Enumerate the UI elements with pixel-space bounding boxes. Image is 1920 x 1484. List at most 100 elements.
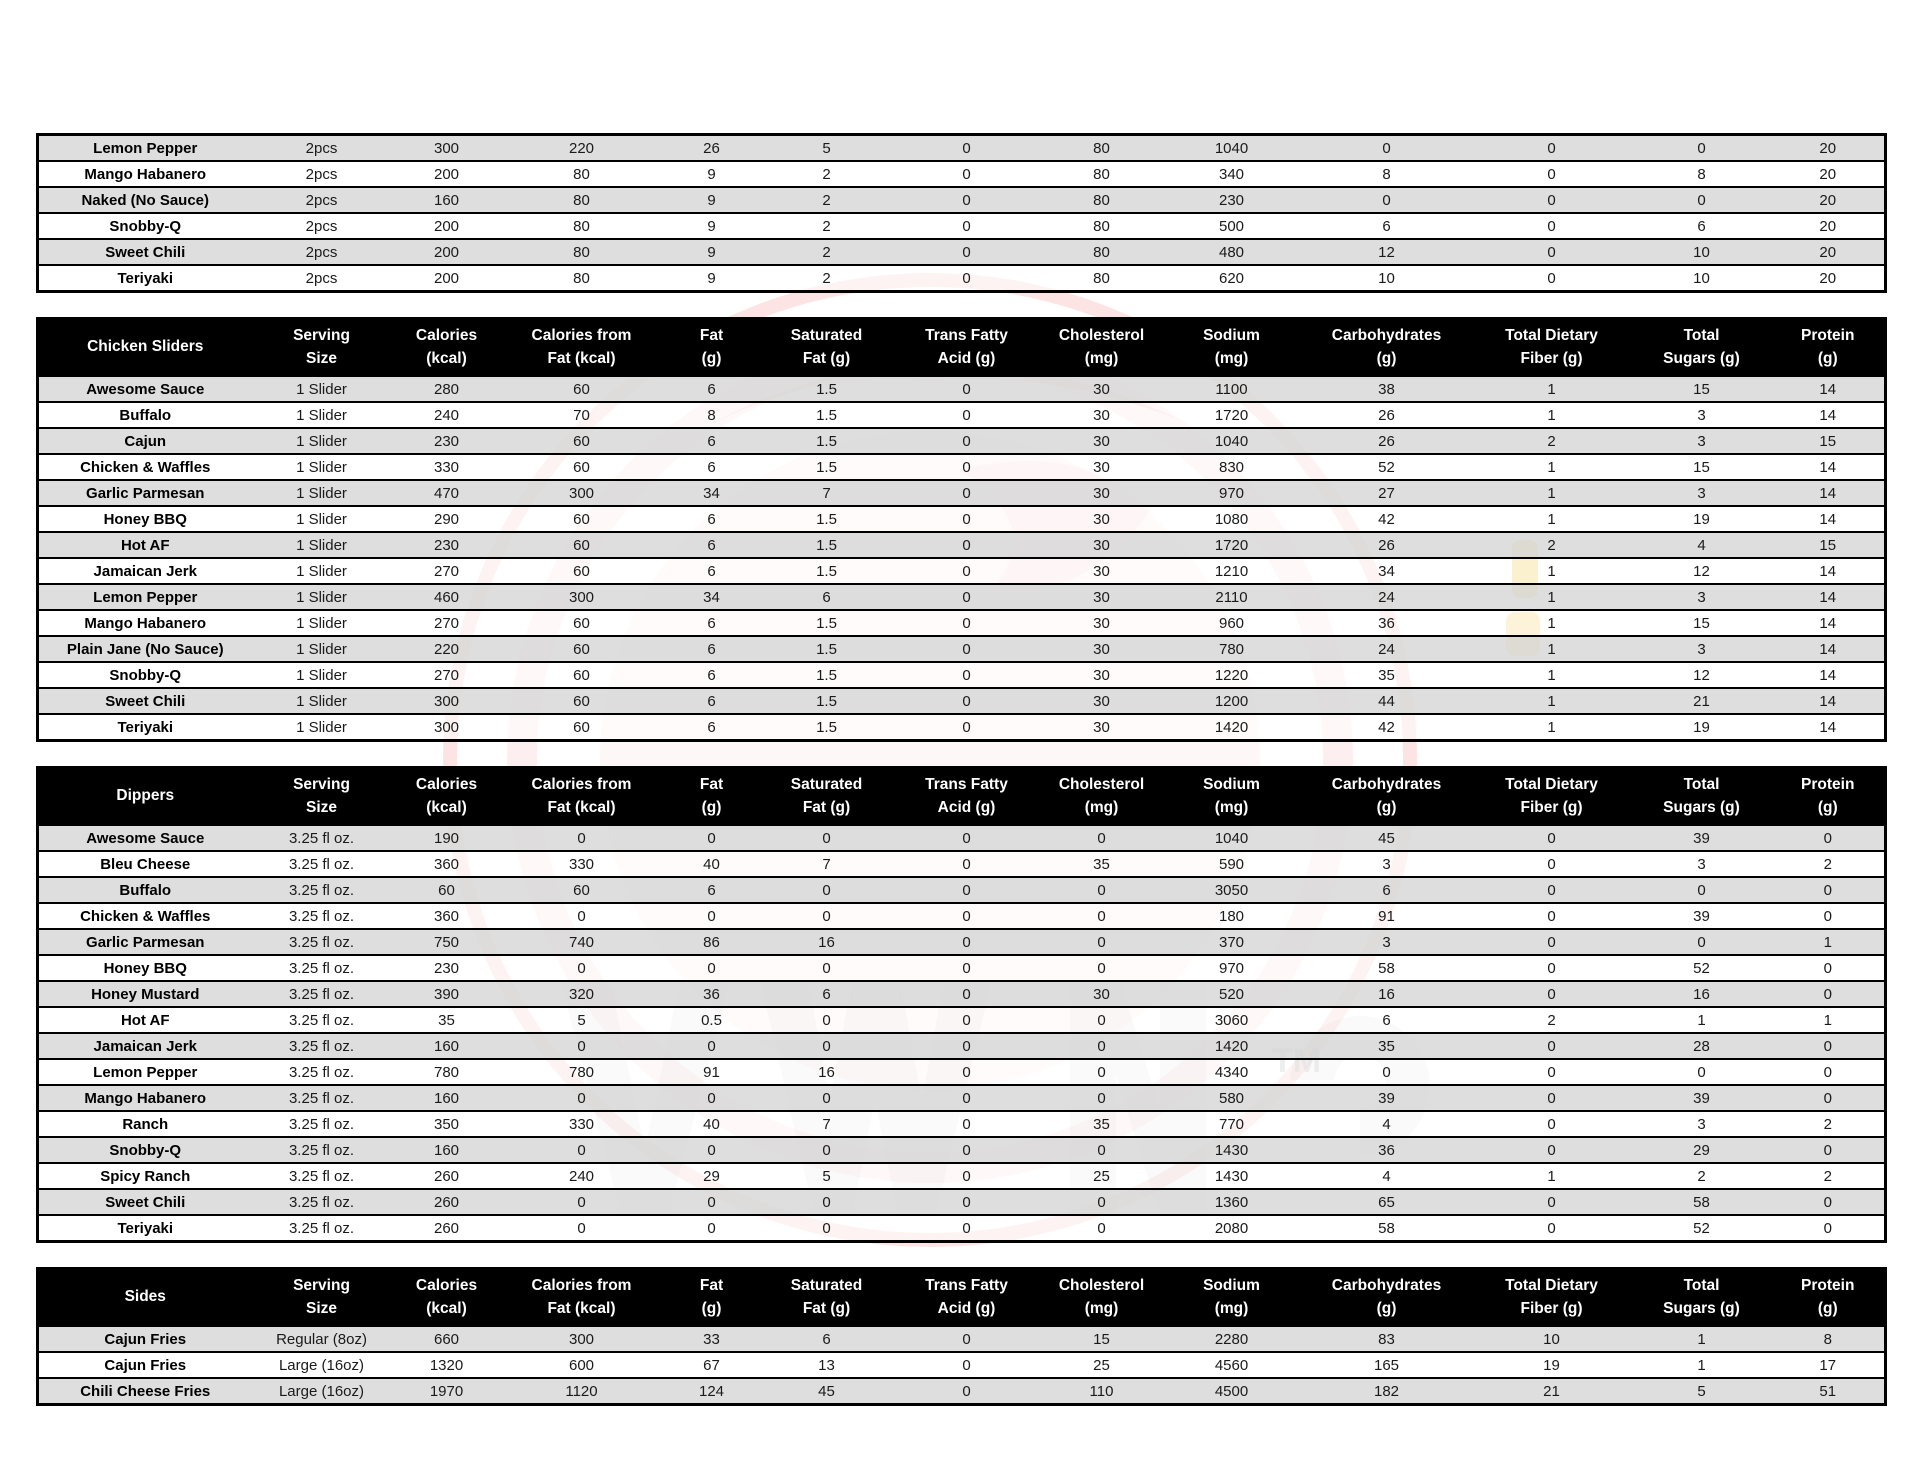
item-name: Honey Mustard: [37, 980, 252, 1008]
cell: 0: [761, 1032, 892, 1060]
cell: 60: [501, 427, 662, 455]
cell: 0: [891, 928, 1042, 956]
cell: 15: [1631, 453, 1772, 481]
cell: 0: [501, 1136, 662, 1164]
cell: 67: [661, 1351, 762, 1379]
cell: 270: [391, 557, 502, 585]
cell: 470: [391, 479, 502, 507]
cell: 1: [1471, 635, 1632, 663]
cell: 0: [891, 609, 1042, 637]
cell: 1040: [1161, 427, 1302, 455]
item-name: Chicken & Waffles: [37, 453, 252, 481]
cell: 6: [761, 980, 892, 1008]
cell: 0: [1471, 264, 1632, 293]
column-header: Sodium (mg): [1161, 1268, 1302, 1326]
header-row: Dippers Serving Size Calories (kcal) Calories…: [37, 767, 1886, 825]
cell: 0: [891, 238, 1042, 266]
cell: 300: [391, 133, 502, 162]
cell: 750: [391, 928, 502, 956]
cell: 7: [761, 479, 892, 507]
cell: 0: [891, 186, 1042, 214]
cell: 1: [1471, 1162, 1632, 1190]
cell: 0: [891, 661, 1042, 689]
cell: 0: [1471, 238, 1632, 266]
cell: 0: [891, 264, 1042, 293]
cell: 0: [661, 1032, 762, 1060]
item-name: Lemon Pepper: [37, 1058, 252, 1086]
cell: 1 Slider: [251, 453, 392, 481]
cell: 165: [1301, 1351, 1472, 1379]
table-wings-continued: Lemon Pepper 2pcs 300 220 26 5 0 80 1040 0 0 0 20 Man…: [36, 133, 1887, 293]
cell: 6: [661, 661, 762, 689]
cell: 0: [661, 954, 762, 982]
cell: 30: [1041, 635, 1162, 663]
item-name: Bleu Cheese: [37, 850, 252, 878]
table-row: Honey BBQ 3.25 fl oz. 230 0 0 0 0 0 970 58 0 52 0: [37, 954, 1886, 982]
cell: 5: [501, 1006, 662, 1034]
column-header: Total Dietary Fiber (g): [1471, 1268, 1632, 1326]
cell: 0: [501, 902, 662, 930]
cell: 390: [391, 980, 502, 1008]
cell: 28: [1631, 1032, 1772, 1060]
table-row: Naked (No Sauce) 2pcs 160 80 9 2 0 80 230 0 0 0 20: [37, 186, 1886, 214]
cell: 60: [501, 876, 662, 904]
cell: 260: [391, 1214, 502, 1243]
cell: 34: [661, 583, 762, 611]
cell: 0: [661, 1136, 762, 1164]
table-row: Awesome Sauce 1 Slider 280 60 6 1.5 0 30 1100 38 1…: [37, 375, 1886, 403]
cell: 1 Slider: [251, 635, 392, 663]
cell: 9: [661, 160, 762, 188]
cell: 0: [891, 1351, 1042, 1379]
cell: 2: [761, 238, 892, 266]
item-name: Buffalo: [37, 401, 252, 429]
cell: 480: [1161, 238, 1302, 266]
cell: 30: [1041, 980, 1162, 1008]
cell: 260: [391, 1162, 502, 1190]
cell: 6: [1301, 212, 1472, 240]
cell: 2: [1471, 531, 1632, 559]
table-row: Teriyaki 3.25 fl oz. 260 0 0 0 0 0 2080 58 0 52 0: [37, 1214, 1886, 1243]
cell: 30: [1041, 609, 1162, 637]
cell: 240: [391, 401, 502, 429]
item-name: Chili Cheese Fries: [37, 1377, 252, 1406]
cell: 2110: [1161, 583, 1302, 611]
column-header: Serving Size: [251, 767, 392, 825]
cell: 15: [1041, 1325, 1162, 1353]
item-name: Naked (No Sauce): [37, 186, 252, 214]
cell: 19: [1471, 1351, 1632, 1379]
cell: 1040: [1161, 824, 1302, 852]
cell: 0: [891, 557, 1042, 585]
cell: 5: [761, 1162, 892, 1190]
cell: 29: [1631, 1136, 1772, 1164]
cell: 0: [1471, 980, 1632, 1008]
table-row: Garlic Parmesan 3.25 fl oz. 750 740 86 16 0 0 37…: [37, 928, 1886, 956]
cell: 19: [1631, 713, 1772, 742]
column-header: Saturated Fat (g): [761, 1268, 892, 1326]
cell: 1.5: [761, 427, 892, 455]
table-row: Teriyaki 1 Slider 300 60 6 1.5 0 30 1420 42 1 19 14: [37, 713, 1886, 742]
cell: 17: [1771, 1351, 1886, 1379]
cell: 0: [891, 850, 1042, 878]
cell: 7: [761, 850, 892, 878]
cell: 3.25 fl oz.: [251, 824, 392, 852]
cell: 1: [1771, 1006, 1886, 1034]
cell: 14: [1771, 401, 1886, 429]
cell: 0: [761, 1188, 892, 1216]
cell: 25: [1041, 1351, 1162, 1379]
cell: 6: [661, 453, 762, 481]
table-row: Chicken & Waffles 3.25 fl oz. 360 0 0 0 0 0 180 9…: [37, 902, 1886, 930]
item-name: Cajun Fries: [37, 1351, 252, 1379]
cell: 2: [1471, 1006, 1632, 1034]
column-header: Calories from Fat (kcal): [501, 318, 662, 376]
cell: 80: [501, 238, 662, 266]
cell: 8: [1301, 160, 1472, 188]
cell: 91: [1301, 902, 1472, 930]
cell: 80: [1041, 160, 1162, 188]
cell: 80: [1041, 186, 1162, 214]
cell: 80: [501, 264, 662, 293]
item-name: Ranch: [37, 1110, 252, 1138]
cell: 0: [1471, 850, 1632, 878]
cell: 240: [501, 1162, 662, 1190]
cell: 16: [761, 928, 892, 956]
cell: 60: [501, 661, 662, 689]
